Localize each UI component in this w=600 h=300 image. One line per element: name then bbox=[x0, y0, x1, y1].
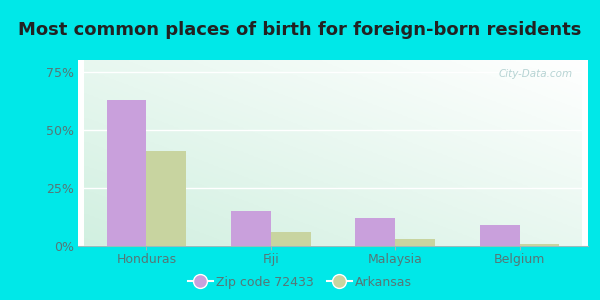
Bar bbox=[107, 100, 146, 246]
Text: City-Data.com: City-Data.com bbox=[499, 69, 573, 79]
Text: Most common places of birth for foreign-born residents: Most common places of birth for foreign-… bbox=[19, 21, 581, 39]
Bar bbox=[231, 211, 271, 246]
Bar bbox=[395, 239, 435, 246]
Bar bbox=[271, 232, 311, 246]
Bar bbox=[480, 225, 520, 246]
Legend: Zip code 72433, Arkansas: Zip code 72433, Arkansas bbox=[182, 271, 418, 294]
Bar bbox=[520, 244, 559, 246]
Bar bbox=[146, 151, 186, 246]
Bar bbox=[355, 218, 395, 246]
